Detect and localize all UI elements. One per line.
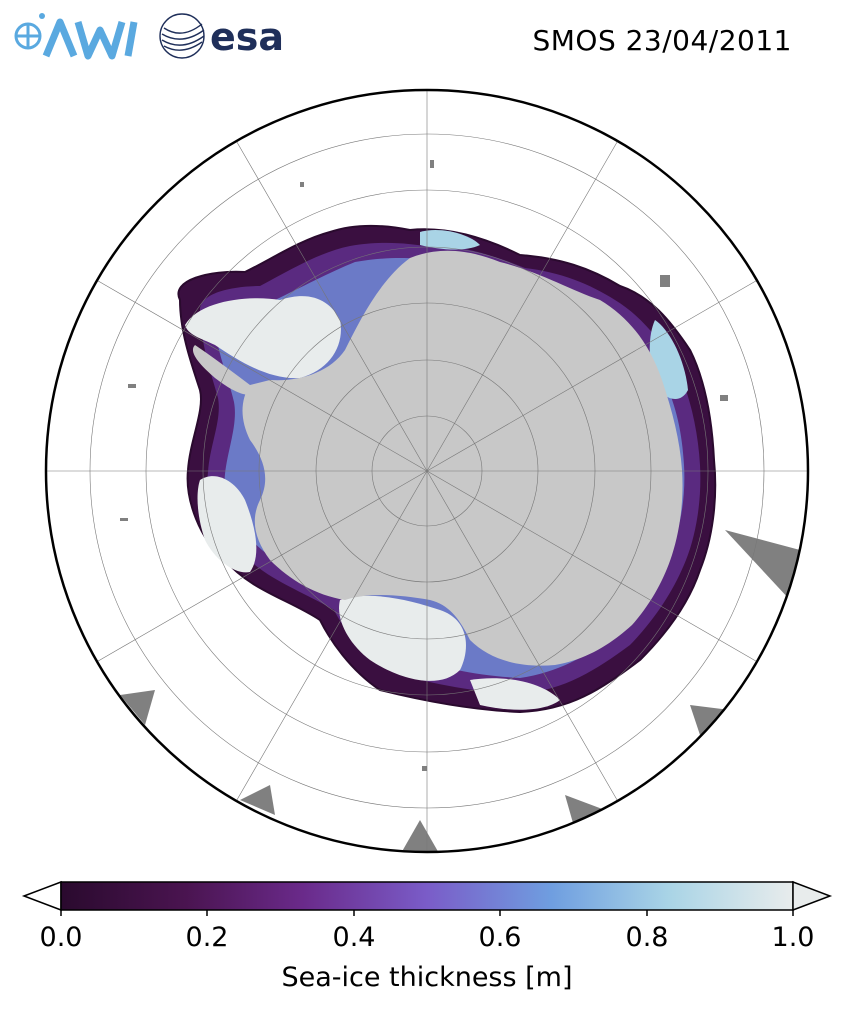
colorbar-label: Sea-ice thickness [m] [281,962,573,993]
sea-ice-map [44,88,810,854]
colorbar-extend-max [792,880,833,912]
esa-logo-text: esa [210,15,284,59]
map-boundary [44,88,810,854]
colorbar-tick: 0.6 [478,922,522,953]
antarctica-land [242,250,683,666]
awi-logo [14,13,138,60]
colorbar-extend-min [21,880,62,912]
colorbar-tick: 1.0 [771,922,815,953]
colorbar-tick: 0.8 [625,922,669,953]
map-title: SMOS 23/04/2011 [532,24,792,57]
colorbar-gradient [60,881,794,911]
graticule [46,90,808,852]
colorbar-tick: 0.4 [332,922,376,953]
colorbar-tick: 0.2 [185,922,229,953]
esa-logo: esa [159,13,284,59]
colorbar-tick: 0.0 [39,922,83,953]
colorbar [21,880,833,916]
